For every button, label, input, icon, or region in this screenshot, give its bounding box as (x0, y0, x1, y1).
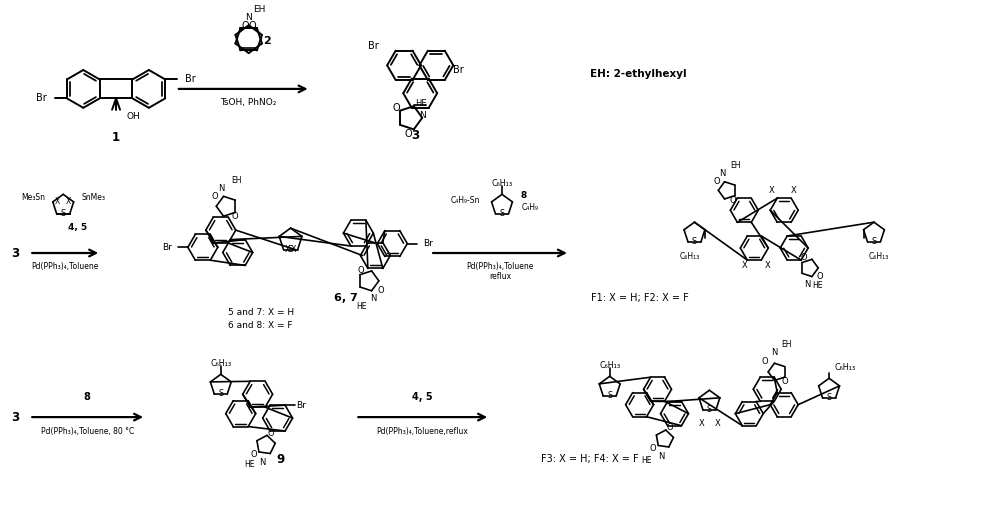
Text: N: N (259, 458, 266, 467)
Text: reflux: reflux (489, 272, 511, 281)
Text: N: N (370, 294, 377, 303)
Text: O: O (782, 377, 789, 386)
Text: O: O (250, 451, 257, 459)
Text: C₆H₁₃: C₆H₁₃ (491, 179, 513, 188)
Text: S: S (499, 209, 505, 218)
Text: OH: OH (126, 112, 140, 121)
Text: C₄H₉: C₄H₉ (522, 203, 539, 212)
Text: Br: Br (296, 401, 306, 409)
Text: 9: 9 (276, 453, 285, 466)
Text: Br: Br (368, 41, 379, 51)
Text: X: X (768, 186, 774, 195)
Text: S: S (607, 391, 612, 400)
Text: S: S (707, 405, 712, 414)
Text: O: O (801, 253, 807, 263)
Text: 6, 7: 6, 7 (334, 293, 357, 303)
Text: 8: 8 (521, 191, 527, 200)
Text: O: O (713, 177, 720, 186)
Text: N: N (419, 111, 425, 120)
Text: N: N (804, 280, 810, 290)
Text: X: X (66, 198, 71, 206)
Text: O: O (649, 444, 656, 454)
Text: X: X (285, 245, 290, 254)
Text: N: N (771, 348, 777, 358)
Text: C₆H₁₃: C₆H₁₃ (210, 359, 231, 368)
Text: Pd(PPh₃)₄,Toluene: Pd(PPh₃)₄,Toluene (466, 263, 534, 271)
Text: 1: 1 (112, 131, 120, 144)
Text: X: X (741, 262, 747, 270)
Text: 5 and 7: X = H: 5 and 7: X = H (228, 308, 294, 317)
Text: Me₃Sn: Me₃Sn (21, 193, 45, 202)
Text: N: N (245, 13, 252, 22)
Text: S: S (288, 244, 293, 253)
Text: S: S (61, 209, 66, 218)
Text: X: X (764, 262, 770, 270)
Text: 4, 5: 4, 5 (68, 223, 87, 232)
Text: EH: EH (231, 176, 241, 185)
Text: HE: HE (244, 460, 255, 469)
Text: C₄H₉-Sn: C₄H₉-Sn (451, 196, 480, 205)
Text: HE: HE (415, 100, 427, 108)
Text: Pd(PPh₃)₄,Toluene, 80 °C: Pd(PPh₃)₄,Toluene, 80 °C (41, 427, 134, 435)
Text: 4, 5: 4, 5 (412, 392, 433, 402)
Text: O: O (817, 272, 823, 281)
Text: O: O (404, 129, 412, 139)
Text: Br: Br (185, 75, 196, 84)
Text: Br: Br (453, 66, 463, 75)
Text: X: X (55, 198, 60, 206)
Text: C₆H₁₃: C₆H₁₃ (599, 361, 620, 370)
Text: O: O (392, 103, 400, 113)
Text: EH: EH (781, 340, 792, 350)
Text: X: X (699, 419, 704, 428)
Text: S: S (827, 393, 832, 402)
Text: Br: Br (36, 93, 47, 103)
Text: EH: EH (730, 161, 741, 170)
Text: Pd(PPh₃)₄,Toluene,reflux: Pd(PPh₃)₄,Toluene,reflux (376, 427, 468, 435)
Text: S: S (871, 237, 877, 245)
Text: 2: 2 (263, 36, 271, 46)
Text: O: O (666, 423, 673, 432)
Text: 3: 3 (11, 246, 19, 260)
Text: O: O (377, 287, 384, 295)
Text: 3: 3 (11, 410, 19, 424)
Text: O: O (211, 192, 218, 201)
Text: C₆H₁₃: C₆H₁₃ (679, 252, 700, 262)
Text: O: O (242, 21, 249, 31)
Text: 8: 8 (84, 392, 91, 402)
Text: EH: EH (253, 5, 265, 14)
Text: C₆H₁₃: C₆H₁₃ (834, 363, 855, 372)
Text: 3: 3 (411, 129, 419, 142)
Text: S: S (692, 237, 697, 245)
Text: EH: 2-ethylhexyl: EH: 2-ethylhexyl (590, 69, 686, 79)
Text: N: N (719, 169, 726, 178)
Text: O: O (762, 358, 769, 366)
Text: O: O (231, 212, 238, 220)
Text: HE: HE (356, 302, 367, 311)
Text: X: X (715, 419, 720, 428)
Text: S: S (218, 389, 223, 398)
Text: TsOH, PhNO₂: TsOH, PhNO₂ (221, 99, 277, 107)
Text: N: N (658, 453, 665, 461)
Text: Br: Br (423, 239, 433, 248)
Text: C₆H₁₃: C₆H₁₃ (869, 252, 889, 262)
Text: F3: X = H; F4: X = F: F3: X = H; F4: X = F (541, 454, 639, 464)
Text: O: O (729, 196, 736, 205)
Text: X: X (291, 245, 296, 254)
Text: N: N (219, 184, 225, 193)
Text: Pd(PPh₃)₄,Toluene: Pd(PPh₃)₄,Toluene (32, 263, 99, 271)
Text: O: O (267, 429, 274, 437)
Text: 6 and 8: X = F: 6 and 8: X = F (228, 321, 293, 330)
Text: X: X (790, 186, 796, 195)
Text: O: O (357, 266, 364, 275)
Text: HE: HE (641, 456, 652, 465)
Text: O: O (248, 21, 256, 31)
Text: HE: HE (812, 281, 822, 291)
Text: F1: X = H; F2: X = F: F1: X = H; F2: X = F (591, 293, 688, 303)
Text: Br: Br (162, 243, 172, 252)
Text: SnMe₃: SnMe₃ (81, 193, 105, 202)
